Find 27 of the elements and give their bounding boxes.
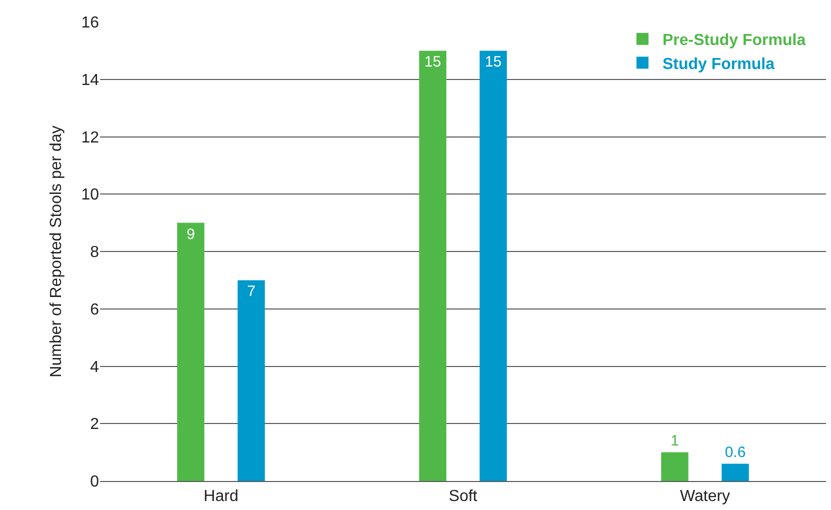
data-label: 15 — [484, 54, 502, 71]
data-label: 1 — [670, 432, 679, 450]
data-label: 15 — [424, 54, 442, 71]
y-tick-label: 8 — [90, 244, 100, 262]
x-tick-label: Watery — [680, 488, 730, 506]
x-tick-label: Hard — [204, 488, 238, 506]
legend-label: Study Formula — [662, 56, 775, 73]
data-label: 0.6 — [724, 444, 746, 461]
y-tick-label: 12 — [81, 129, 100, 146]
x-tick-label: Soft — [448, 488, 478, 506]
bar — [177, 222, 204, 481]
y-tick-label: 4 — [90, 358, 100, 376]
y-tick-label: 2 — [90, 416, 100, 434]
y-tick-label: 0 — [90, 474, 100, 491]
y-axis-title: Number of Reported Stools per day — [48, 126, 66, 378]
data-label: 7 — [247, 283, 256, 300]
bar — [661, 452, 688, 481]
bar — [238, 280, 265, 481]
data-label: 9 — [186, 226, 195, 243]
legend-label: Pre-Study Formula — [662, 32, 806, 50]
bar — [480, 50, 507, 481]
y-tick-label: 14 — [81, 72, 100, 89]
y-tick-label: 6 — [90, 301, 100, 318]
bar — [419, 50, 446, 481]
y-tick-label: 16 — [81, 14, 100, 32]
bar — [722, 464, 749, 481]
y-tick-label: 10 — [81, 186, 100, 204]
